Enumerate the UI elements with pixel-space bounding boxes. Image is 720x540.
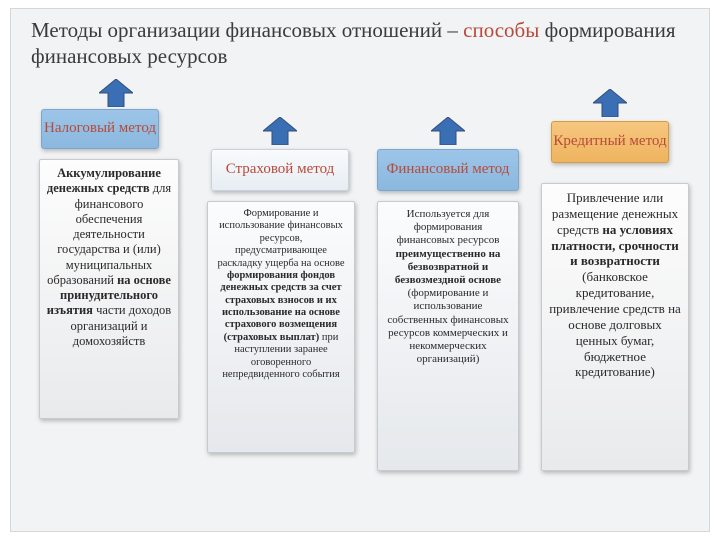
method-box-credit: Кредитный метод <box>551 121 669 163</box>
slide-canvas: Методы организации финансовых отношений … <box>10 8 710 532</box>
desc-box-financial: Используется для формирования финансовых… <box>377 201 519 471</box>
desc-box-tax: Аккумулирование денежных средств для фин… <box>39 159 179 419</box>
desc-box-credit: Привлечение или размещение денежных сред… <box>541 183 689 471</box>
up-arrow-icon <box>593 89 627 117</box>
desc-text: Используется для формирования финансовых… <box>378 202 518 372</box>
desc-box-insurance: Формирование и использование финансовых … <box>207 201 355 453</box>
up-arrow-icon <box>431 117 465 145</box>
up-arrow-icon <box>99 79 133 107</box>
up-arrow-icon <box>263 117 297 145</box>
desc-text: Формирование и использование финансовых … <box>208 202 354 387</box>
slide-title: Методы организации финансовых отношений … <box>31 17 691 70</box>
method-box-financial: Финансовый метод <box>377 149 519 191</box>
desc-text: Привлечение или размещение денежных сред… <box>542 184 688 386</box>
title-accent-a: способы <box>463 18 539 42</box>
method-box-insurance: Страховой метод <box>211 149 349 191</box>
method-box-tax: Налоговый метод <box>41 109 159 149</box>
desc-text: Аккумулирование денежных средств для фин… <box>40 160 178 355</box>
title-part-a: Методы организации финансовых отношений … <box>31 18 463 42</box>
